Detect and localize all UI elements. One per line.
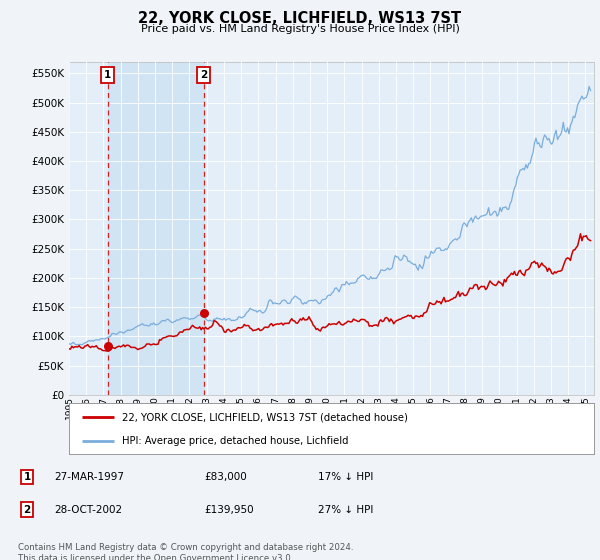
Text: £83,000: £83,000: [204, 472, 247, 482]
Text: 22, YORK CLOSE, LICHFIELD, WS13 7ST: 22, YORK CLOSE, LICHFIELD, WS13 7ST: [139, 11, 461, 26]
Text: 27% ↓ HPI: 27% ↓ HPI: [318, 505, 373, 515]
Text: 17% ↓ HPI: 17% ↓ HPI: [318, 472, 373, 482]
Bar: [107, 62, 204, 395]
Text: 1: 1: [23, 472, 31, 482]
Text: 1: 1: [104, 70, 111, 80]
Text: Price paid vs. HM Land Registry's House Price Index (HPI): Price paid vs. HM Land Registry's House …: [140, 24, 460, 34]
Text: HPI: Average price, detached house, Lichfield: HPI: Average price, detached house, Lich…: [121, 436, 348, 446]
Text: £139,950: £139,950: [204, 505, 254, 515]
Text: 28-OCT-2002: 28-OCT-2002: [54, 505, 122, 515]
Text: 2: 2: [200, 70, 208, 80]
Text: 27-MAR-1997: 27-MAR-1997: [54, 472, 124, 482]
Text: 2: 2: [23, 505, 31, 515]
Text: 22, YORK CLOSE, LICHFIELD, WS13 7ST (detached house): 22, YORK CLOSE, LICHFIELD, WS13 7ST (det…: [121, 412, 407, 422]
Text: Contains HM Land Registry data © Crown copyright and database right 2024.
This d: Contains HM Land Registry data © Crown c…: [18, 543, 353, 560]
